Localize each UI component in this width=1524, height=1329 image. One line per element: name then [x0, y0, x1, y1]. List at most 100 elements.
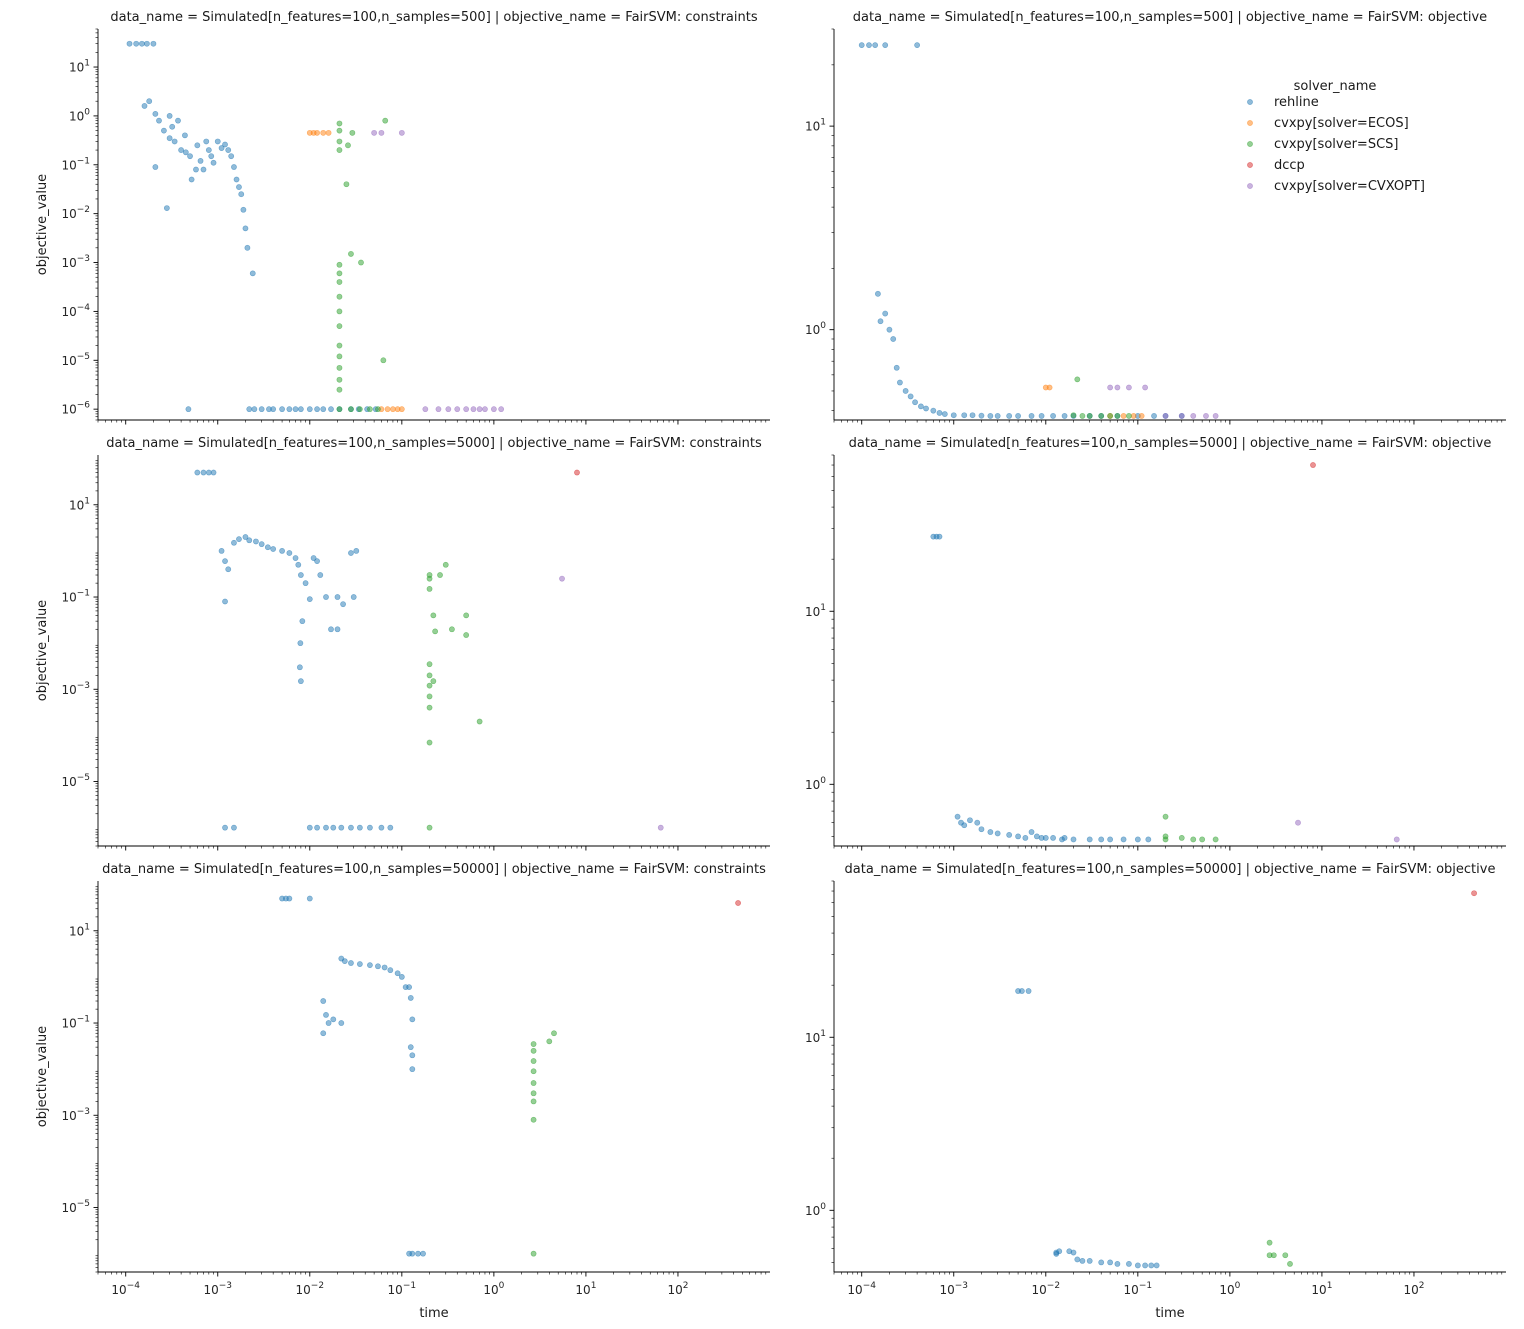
x-tick-label: 10−2 [296, 1281, 325, 1297]
data-point [398, 129, 405, 136]
data-point [1120, 836, 1127, 843]
data-point [735, 900, 741, 906]
data-point [858, 42, 865, 49]
data-point [387, 967, 394, 974]
data-point [380, 357, 387, 364]
data-point [406, 984, 413, 991]
data-point [1393, 836, 1400, 843]
data-point [348, 824, 354, 831]
data-point [415, 1250, 421, 1257]
data-point [445, 406, 452, 413]
data-point [340, 601, 346, 608]
data-point [334, 626, 341, 633]
data-point [330, 1016, 337, 1023]
y-tick-label: 100 [805, 1202, 826, 1218]
data-point [336, 353, 343, 360]
data-point [1114, 384, 1121, 391]
data-point [222, 141, 228, 148]
data-point [886, 326, 893, 333]
data-point [574, 469, 580, 476]
y-tick-label: 101 [69, 59, 90, 75]
data-point [1471, 890, 1477, 897]
data-point [246, 537, 253, 544]
data-point [1138, 413, 1145, 419]
data-point [336, 293, 343, 300]
data-point [270, 406, 277, 413]
data-point [200, 166, 207, 173]
data-point [378, 129, 385, 136]
data-point [225, 566, 232, 573]
data-point [341, 958, 348, 965]
data-point [371, 129, 378, 136]
data-point [182, 149, 189, 156]
data-point [936, 410, 943, 416]
data-point [974, 819, 981, 826]
data-point [297, 678, 304, 685]
legend-label: cvxpy[solver=SCS] [1274, 137, 1398, 152]
data-point [258, 406, 265, 413]
panel-title: data_name = Simulated[n_features=100,n_s… [110, 10, 757, 25]
data-point [994, 830, 1001, 837]
data-point [349, 129, 356, 136]
data-point [530, 1250, 537, 1257]
data-point [314, 824, 320, 831]
data-point [218, 145, 225, 151]
data-point [394, 970, 401, 977]
data-point [205, 147, 212, 153]
data-point [356, 406, 363, 413]
data-point [1107, 1259, 1114, 1266]
data-point [1153, 1262, 1160, 1269]
legend-label: cvxpy[solver=CVXOPT] [1274, 179, 1425, 194]
data-point [1046, 384, 1053, 391]
data-point [1212, 413, 1219, 419]
x-tick-label: 10−3 [203, 1281, 232, 1297]
data-point [409, 1016, 416, 1023]
data-point [454, 406, 461, 413]
data-point [233, 176, 240, 183]
data-point [1006, 413, 1013, 419]
data-point [426, 824, 433, 831]
data-point [1203, 413, 1209, 419]
x-tick-label: 10−4 [847, 1281, 876, 1297]
y-tick-label: 10−1 [61, 156, 90, 172]
data-point [897, 379, 903, 386]
y-axis-label: objective_value [35, 600, 50, 701]
data-point [336, 323, 343, 330]
data-point [432, 628, 439, 635]
data-point [1098, 413, 1105, 419]
data-point [1107, 836, 1114, 843]
data-point [387, 824, 394, 831]
data-point [1086, 1258, 1093, 1264]
y-tick-label: 101 [69, 496, 90, 512]
y-tick-label: 101 [69, 922, 90, 938]
data-point [166, 113, 173, 119]
data-point [482, 406, 488, 413]
data-point [1025, 988, 1032, 994]
y-tick-label: 100 [805, 321, 826, 337]
data-point [299, 618, 306, 625]
panel-2: data_name = Simulated[n_features=100,n_s… [805, 10, 1506, 425]
data-point [1070, 412, 1077, 419]
data-point [126, 40, 133, 47]
data-point [893, 364, 900, 371]
data-point [1126, 384, 1132, 391]
data-point [214, 138, 221, 145]
data-point [1270, 1252, 1277, 1259]
data-point [222, 598, 228, 605]
data-point [182, 132, 188, 139]
x-tick-label: 100 [483, 1281, 504, 1297]
data-point [961, 412, 968, 419]
data-point [1190, 413, 1197, 419]
data-point [978, 412, 985, 419]
data-point [398, 974, 405, 980]
data-point [407, 1044, 414, 1051]
data-point [463, 406, 470, 413]
panel-title: data_name = Simulated[n_features=100,n_s… [849, 436, 1492, 451]
data-point [336, 138, 343, 145]
data-point [1145, 836, 1152, 843]
data-point [1107, 384, 1114, 391]
data-point [343, 181, 350, 188]
data-point [194, 142, 201, 149]
data-point [1295, 819, 1301, 826]
